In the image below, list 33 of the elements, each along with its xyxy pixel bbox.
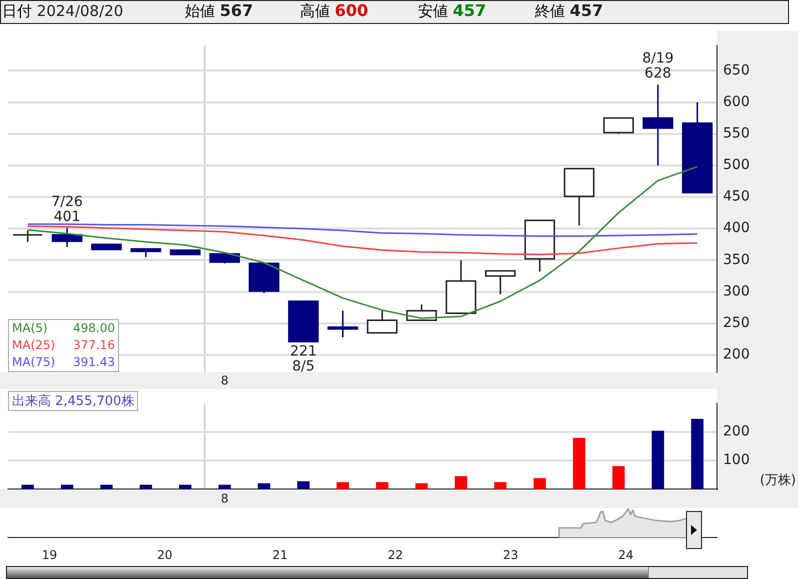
y-tick-label: 650 (723, 62, 750, 78)
y-tick-label: 350 (723, 252, 750, 268)
text: 安値 457 (418, 1, 486, 20)
y-tick-label: 400 (723, 220, 750, 236)
text: MA(5) 498.00 (12, 321, 116, 335)
text: 日付 2024/08/20 (2, 2, 124, 20)
y-axis-title: (万株) (760, 473, 796, 488)
x-tick-label: 8 (220, 373, 228, 388)
y-tick-label: 200 (723, 424, 750, 440)
x-tick-label: 23 (503, 548, 518, 562)
x-tick-label: 20 (157, 548, 172, 562)
x-tick-label: 22 (388, 548, 403, 562)
y-tick-label: 600 (723, 94, 750, 110)
annotation: 7/26 401 (51, 194, 83, 225)
text: 始値 567 (185, 1, 254, 20)
x-tick-label: 8 (220, 491, 228, 506)
y-tick-label: 450 (723, 188, 750, 205)
annotation: 出来高 2,455,700株 (8, 391, 138, 411)
y-tick-label: 300 (723, 283, 750, 300)
y-tick-label: 250 (723, 315, 750, 331)
x-tick-label: 24 (618, 548, 634, 562)
y-tick-label: 200 (723, 346, 750, 363)
annotation: 8/19 628 (642, 50, 674, 82)
text: MA(75) 391.43 (12, 355, 116, 369)
y-tick-label: 500 (723, 157, 750, 174)
text: 終値 457 (535, 1, 604, 20)
text: 高値 600 (300, 1, 368, 20)
x-tick-label: 19 (42, 548, 58, 562)
y-tick-label: 550 (723, 125, 750, 142)
text: MA(25) 377.16 (12, 338, 116, 352)
x-tick-label: 21 (272, 548, 288, 562)
y-tick-label: 100 (723, 452, 750, 468)
annotation: 221 8/5 (290, 344, 317, 375)
